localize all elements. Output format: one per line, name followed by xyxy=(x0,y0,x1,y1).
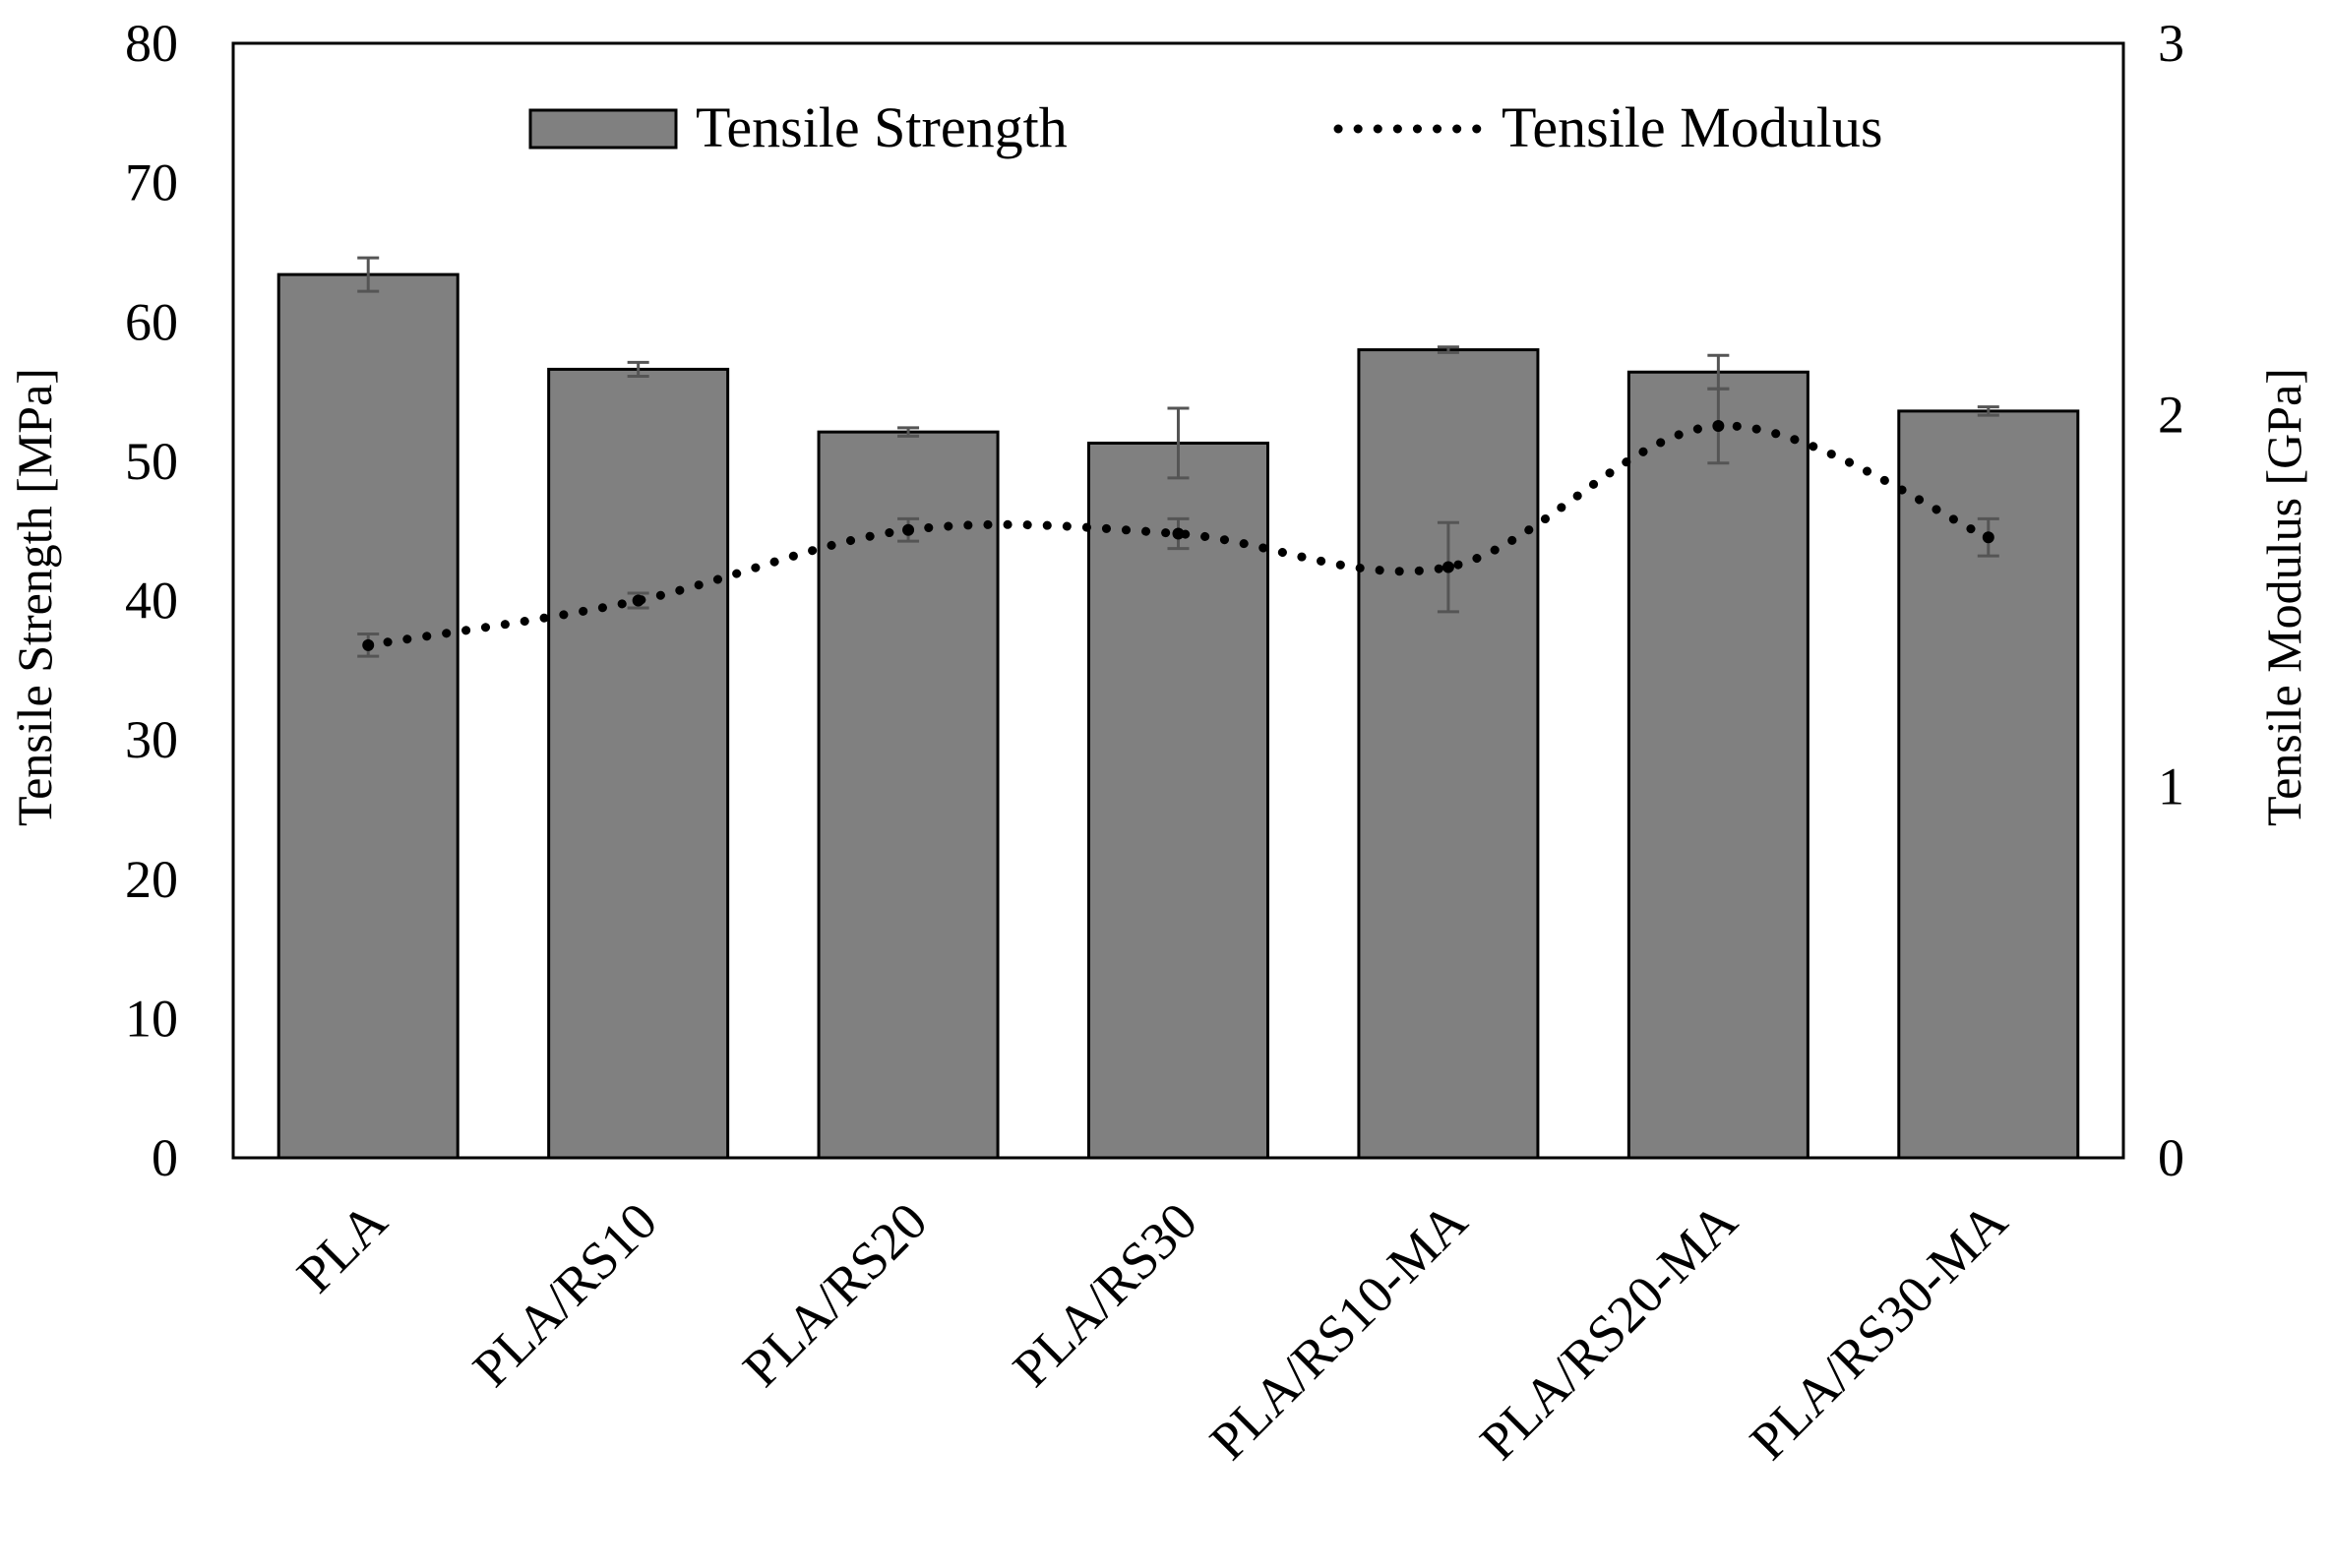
y-tick-label: 50 xyxy=(125,432,178,491)
tensile-modulus-point xyxy=(1982,531,1994,544)
tensile-modulus-point xyxy=(632,594,644,607)
x-category-label: PLA/RS30 xyxy=(1002,1191,1208,1398)
y-tick-label: 40 xyxy=(125,572,178,631)
legend-label-modulus: Tensile Modulus xyxy=(1502,95,1882,159)
tensile-modulus-point xyxy=(1172,527,1185,540)
x-category-label: PLA/RS10 xyxy=(461,1191,668,1398)
y2-tick-label: 1 xyxy=(2158,756,2184,815)
y-tick-label: 60 xyxy=(125,292,178,351)
x-category-label: PLA/RS20-MA xyxy=(1469,1191,1748,1471)
x-category-label: PLA/RS20 xyxy=(731,1191,938,1398)
legend-label-strength: Tensile Strength xyxy=(696,95,1068,159)
y-tick-label: 20 xyxy=(125,850,178,909)
y2-tick-label: 3 xyxy=(2158,14,2184,73)
plot-area xyxy=(276,256,2080,1160)
tensile-modulus-point xyxy=(362,638,375,651)
y2-tick-label: 0 xyxy=(2158,1128,2184,1187)
tensile-modulus-point xyxy=(902,523,915,536)
y-tick-label: 70 xyxy=(125,153,178,212)
y-tick-label: 0 xyxy=(152,1128,178,1187)
y-tick-label: 30 xyxy=(125,710,178,769)
y2-tick-label: 2 xyxy=(2158,386,2184,445)
tensile-modulus-point xyxy=(1442,561,1454,573)
tensile-strength-bar xyxy=(1626,370,1810,1160)
x-category-label: PLA xyxy=(285,1191,399,1304)
y-tick-label: 80 xyxy=(125,14,178,73)
x-category-label: PLA/RS10-MA xyxy=(1198,1191,1478,1471)
tensile-strength-bar xyxy=(1087,441,1269,1160)
tensile-strength-bar xyxy=(1357,348,1540,1160)
legend-bar-swatch xyxy=(528,108,678,150)
plot-frame xyxy=(231,41,2125,1160)
y-axis-label: Tensile Strength [MPa] xyxy=(7,368,62,826)
tensile-strength-bar xyxy=(547,367,730,1160)
legend: Tensile Strength Tensile Modulus xyxy=(528,95,1882,159)
x-category-label: PLA/RS30-MA xyxy=(1739,1191,2018,1471)
y-tick-label: 10 xyxy=(125,989,178,1048)
tensile-strength-bar xyxy=(276,272,460,1160)
tensile-modulus-point xyxy=(1712,419,1725,432)
y2-axis-label: Tensile Modulus [GPa] xyxy=(2256,368,2311,826)
